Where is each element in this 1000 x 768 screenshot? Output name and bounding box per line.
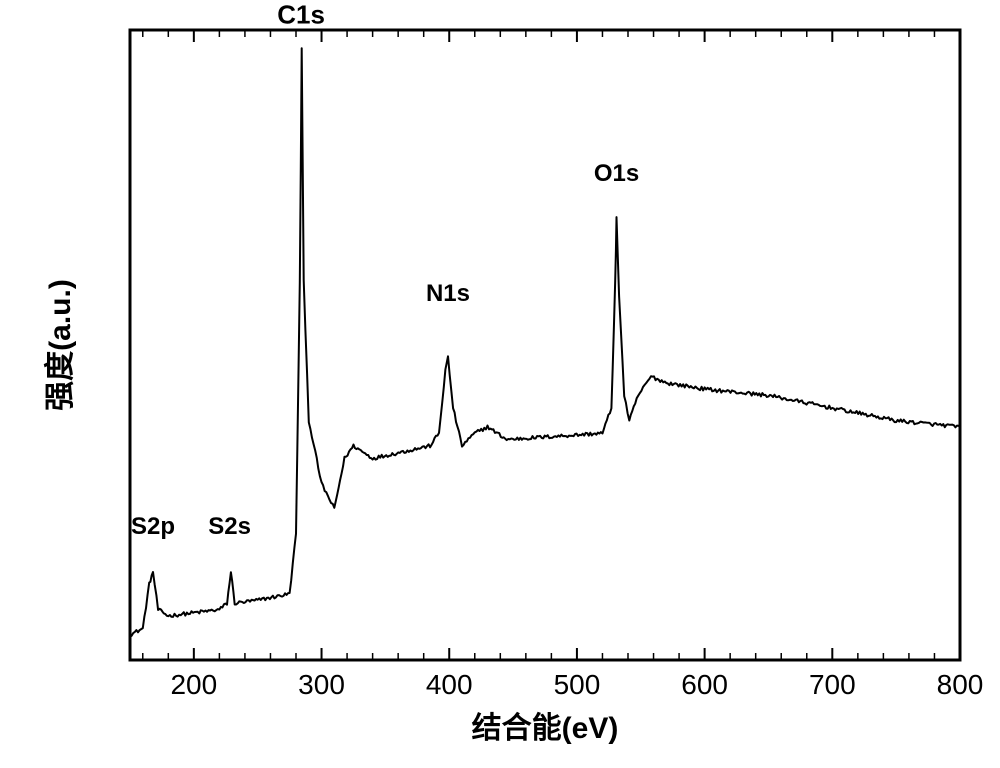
xps-spectrum-chart: 200 300 400 500 600 700 800 结合能(eV) 强度(a.u.) S2p S…: [0, 0, 1000, 768]
x-tick-label: 400: [426, 669, 473, 700]
peak-label-s2s: S2s: [208, 513, 251, 540]
x-tick-label: 700: [809, 669, 856, 700]
x-tick-label: 500: [554, 669, 601, 700]
peak-label-n1s: N1s: [426, 280, 470, 307]
x-tick-label: 200: [170, 669, 217, 700]
y-axis-label: 强度(a.u.): [44, 279, 77, 411]
x-axis-label: 结合能(eV): [472, 711, 619, 745]
peak-label-o1s: O1s: [594, 160, 639, 187]
chart-svg: 200 300 400 500 600 700 800 结合能(eV) 强度(a.u.) S2p S…: [0, 0, 1000, 768]
plot-frame: [130, 30, 960, 660]
x-tick-label: 300: [298, 669, 345, 700]
x-tick-label: 600: [681, 669, 728, 700]
spectrum-line: [130, 48, 960, 636]
peak-label-c1s: C1s: [277, 0, 325, 30]
x-tick-label: 800: [937, 669, 984, 700]
peak-label-s2p: S2p: [131, 513, 175, 540]
